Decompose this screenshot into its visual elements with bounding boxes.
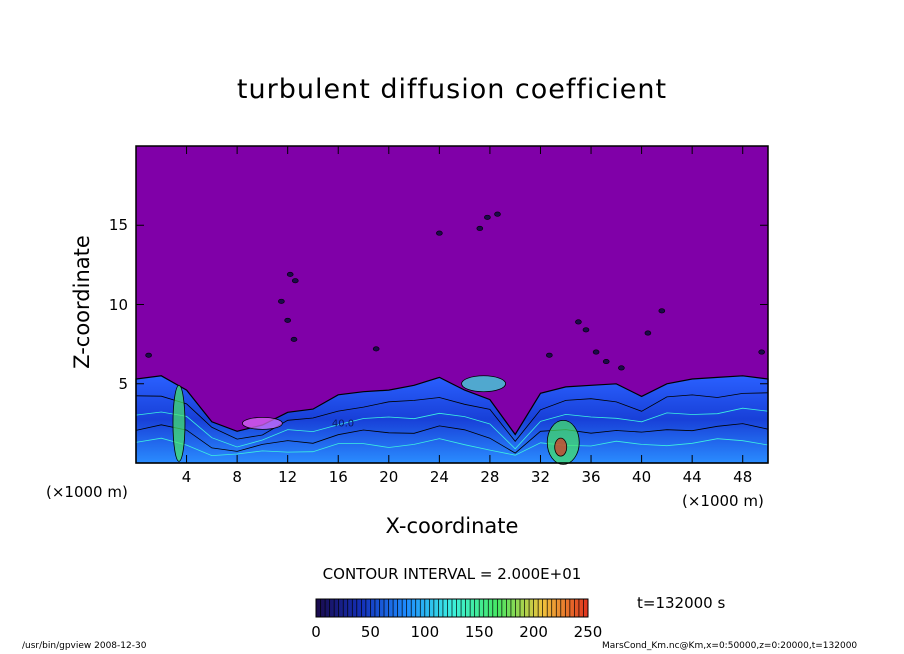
turbulence-patch	[644, 330, 652, 336]
contour-line	[135, 407, 769, 450]
colorbar-tick-label: 100	[410, 623, 440, 641]
x-tick-label: 24	[429, 468, 449, 486]
turbulence-core	[172, 384, 186, 462]
turbulence-patch	[758, 349, 765, 355]
turbulence-patch	[476, 225, 484, 231]
x-tick-label: 44	[682, 468, 702, 486]
colorbar-tick-label: 50	[360, 623, 380, 641]
colorbar-tick-label: 150	[464, 623, 494, 641]
contour-interval-label: CONTOUR INTERVAL = 2.000E+01	[322, 565, 582, 583]
turbulence-patch	[372, 346, 380, 352]
turbulence-patch	[582, 327, 590, 333]
x-tick-label: 32	[530, 468, 551, 486]
y-tick-label: 10	[108, 295, 128, 314]
y-tick-label: 15	[108, 216, 128, 235]
boundary-layer-field	[135, 375, 769, 465]
x-tick-label: 36	[581, 468, 601, 486]
x-unit-label-left: (×1000 m)	[46, 483, 128, 501]
turbulence-patch	[602, 359, 610, 365]
contour-line	[135, 437, 769, 457]
turbulence-patch	[658, 308, 666, 314]
y-tick-label: 5	[118, 374, 128, 393]
upper-turbulence-patches	[145, 211, 765, 371]
turbulence-patch	[494, 211, 501, 217]
colorbar-contour-lines	[320, 599, 584, 617]
footer-program-date: /usr/bin/gpview 2008-12-30	[22, 641, 147, 651]
x-tick-label: 8	[232, 468, 242, 486]
colorbar-tick-label: 0	[311, 623, 321, 641]
colorbar-tick-label: 200	[519, 623, 548, 641]
turbulence-patch	[618, 365, 625, 371]
turbulence-patch	[290, 336, 298, 342]
turbulence-patch	[436, 230, 443, 236]
turbulence-core	[461, 375, 507, 393]
x-tick-label: 4	[181, 468, 192, 486]
colorbar-tick-label: 250	[573, 623, 603, 641]
contour-line	[135, 423, 769, 454]
turbulence-patch	[484, 214, 491, 220]
chart-title: turbulent diffusion coefficient	[236, 74, 668, 105]
turbulence-patch	[278, 298, 285, 304]
footer-data-source: MarsCond_Km.nc@Km,x=0:50000,z=0:20000,t=…	[602, 641, 858, 651]
x-tick-label: 12	[278, 468, 298, 486]
time-label: t=132000 s	[637, 594, 726, 612]
x-tick-label: 16	[328, 468, 348, 486]
turbulence-core	[241, 416, 283, 430]
turbulence-patch	[291, 278, 299, 284]
x-tick-label: 20	[379, 468, 399, 486]
x-tick-label: 28	[480, 468, 500, 486]
contour-annotation: 40.0	[332, 419, 354, 430]
x-tick-label: 40	[632, 468, 652, 486]
turbulence-patch	[546, 352, 553, 358]
turbulence-patch	[575, 319, 582, 325]
x-axis-label: X-coordinate	[385, 514, 519, 538]
x-unit-label-right: (×1000 m)	[682, 492, 764, 510]
axis-tick-marks	[136, 146, 768, 463]
turbulence-core	[554, 437, 568, 457]
contour-line	[135, 392, 769, 442]
turbulence-patch	[286, 271, 294, 277]
turbulence-patch	[592, 349, 600, 355]
turbulence-patch	[145, 352, 152, 358]
x-tick-label: 48	[733, 468, 753, 486]
turbulence-patch	[284, 317, 291, 323]
